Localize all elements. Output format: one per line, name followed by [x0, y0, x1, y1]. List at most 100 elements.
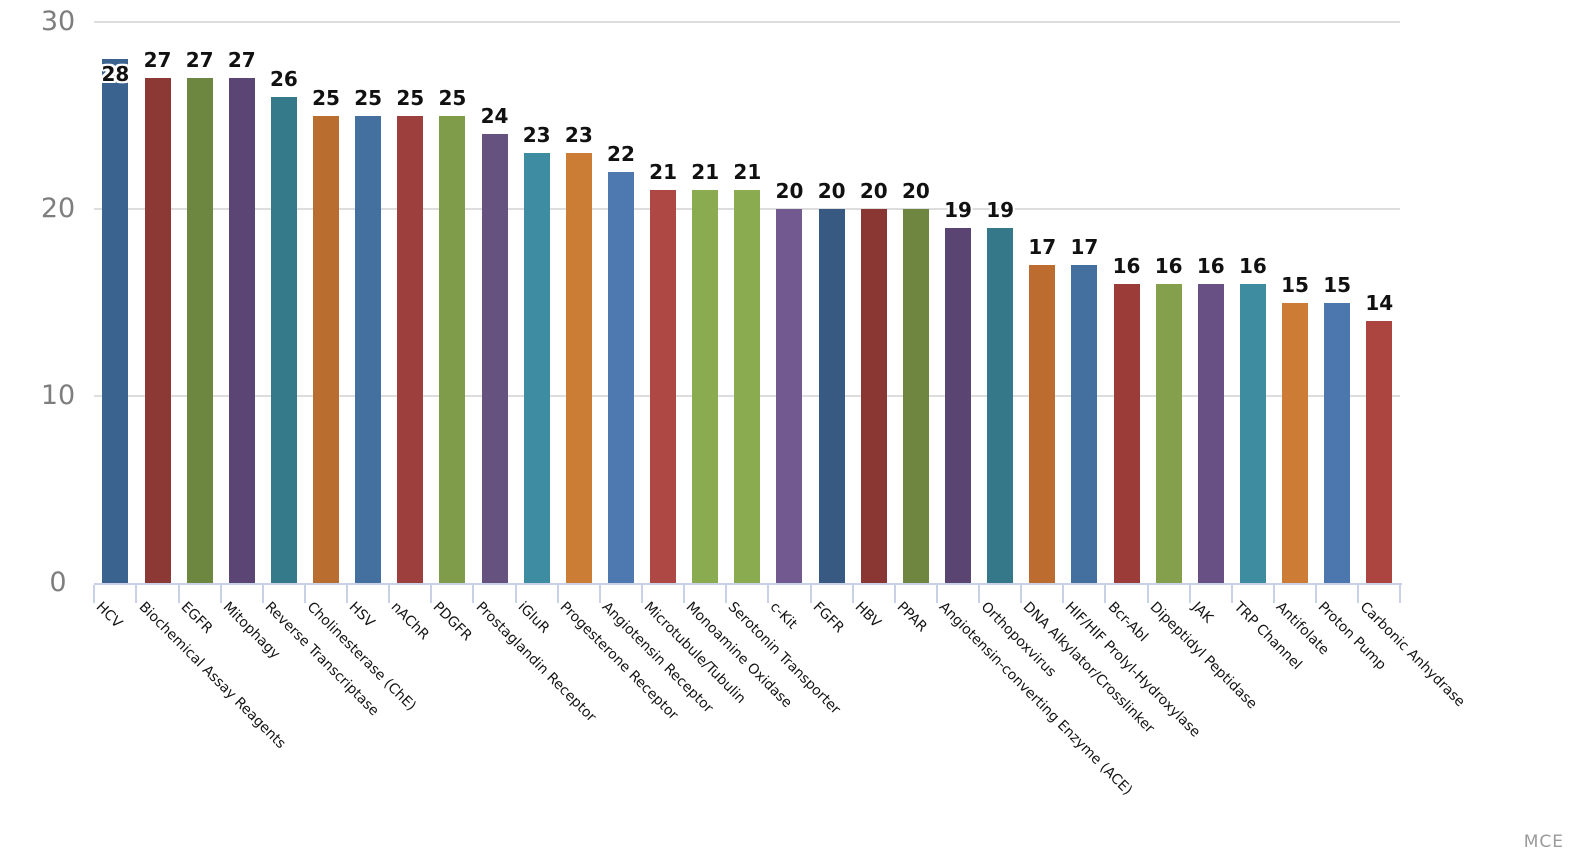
bar-value-label: 24: [480, 104, 509, 129]
x-axis-tick: [1357, 585, 1360, 603]
bar-value-label: 15: [1281, 272, 1309, 297]
x-axis-tick: [640, 585, 643, 603]
x-axis-tick: [346, 585, 349, 603]
bar[interactable]: [818, 209, 845, 583]
x-axis-tick: [809, 585, 812, 603]
bar-value-label: 27: [185, 48, 214, 73]
bar[interactable]: [1071, 265, 1098, 583]
x-axis-category-label: PPAR: [893, 599, 930, 636]
x-axis-tick: [219, 585, 222, 603]
bar-value-label: 15: [1323, 272, 1352, 297]
bar[interactable]: [523, 152, 550, 583]
bar-value-label: 20: [901, 179, 930, 203]
bar-value-label: 20: [775, 179, 804, 203]
bar-value-label: 20: [859, 179, 888, 203]
bar[interactable]: [776, 209, 803, 583]
x-axis-category-label: Orthopoxvirus: [977, 599, 1060, 681]
bar[interactable]: [102, 59, 129, 583]
x-axis-category-label: FGFR: [809, 599, 847, 637]
bar[interactable]: [734, 190, 761, 583]
bar-value-label: 26: [269, 66, 298, 91]
y-axis-label: 20: [40, 193, 76, 224]
x-axis-category-label: HSV: [345, 599, 378, 631]
bar[interactable]: [1029, 265, 1056, 583]
x-axis-tick: [1399, 585, 1402, 603]
bar[interactable]: [228, 78, 255, 583]
bar[interactable]: [1366, 321, 1393, 583]
bar-value-label: 25: [312, 85, 340, 110]
x-axis-category-label: EGFR: [177, 599, 216, 637]
x-axis-category-label: nAChR: [387, 599, 433, 644]
bar-value-label: 22: [607, 141, 635, 166]
bar[interactable]: [1155, 283, 1182, 583]
bar-value-label: 25: [396, 85, 425, 110]
bar-value-label: 14: [1365, 291, 1394, 316]
bar-value-label: 16: [1196, 253, 1225, 278]
bar-value-label: 17: [1028, 235, 1057, 260]
y-axis-label: 30: [40, 6, 76, 37]
x-axis-tick: [893, 585, 896, 603]
bar[interactable]: [902, 209, 929, 583]
x-axis-category-label: PDGFR: [430, 599, 476, 645]
bar[interactable]: [607, 171, 634, 583]
x-axis-tick: [93, 585, 96, 603]
bar-value-label: 16: [1238, 253, 1267, 278]
x-axis-category-label: iGluR: [514, 599, 553, 637]
x-axis-tick: [598, 585, 601, 603]
bar[interactable]: [565, 152, 592, 583]
bar[interactable]: [1282, 302, 1309, 583]
x-axis-tick: [177, 585, 180, 603]
bar[interactable]: [270, 96, 297, 583]
bar[interactable]: [355, 115, 382, 583]
bar-value-label: 23: [522, 122, 551, 147]
bar-value-label: 27: [143, 48, 172, 73]
y-axis-label: 10: [40, 380, 76, 411]
x-axis-category-label: Angiotensin-converting Enzyme (ACE): [935, 599, 1136, 799]
x-axis-tick: [1230, 585, 1233, 603]
x-axis-category-label: HCV: [93, 599, 126, 632]
bar-value-label: 17: [1070, 235, 1099, 260]
y-axis-label: 0: [49, 567, 67, 598]
x-axis-tick: [1272, 585, 1275, 603]
x-axis-tick: [935, 585, 938, 603]
x-axis-tick: [556, 585, 559, 603]
bar[interactable]: [987, 227, 1014, 583]
bar-value-label: 19: [986, 197, 1015, 222]
bar-value-label: 25: [354, 85, 383, 110]
bar[interactable]: [439, 115, 466, 583]
bar[interactable]: [692, 190, 719, 583]
bar[interactable]: [313, 115, 340, 583]
bar[interactable]: [1324, 302, 1351, 583]
bar-value-label: 19: [944, 197, 972, 222]
x-axis-tick: [767, 585, 770, 603]
x-axis-tick: [1188, 585, 1191, 603]
bar-value-label: 16: [1112, 253, 1141, 278]
bar-value-label: 28: [101, 62, 130, 87]
x-axis-tick: [472, 585, 475, 603]
bar[interactable]: [144, 78, 171, 583]
x-axis-tick: [135, 585, 138, 603]
x-axis-tick: [1104, 585, 1107, 603]
bar[interactable]: [945, 227, 971, 583]
x-axis-category-label: JAK: [1188, 599, 1216, 627]
x-axis-tick: [430, 585, 433, 603]
x-axis-tick: [1146, 585, 1149, 603]
x-axis-tick: [1020, 585, 1023, 603]
mce-watermark: MCE: [1523, 832, 1564, 852]
x-axis-tick: [1315, 585, 1318, 603]
bar[interactable]: [481, 134, 508, 583]
bar[interactable]: [650, 190, 677, 583]
bar[interactable]: [1113, 283, 1140, 583]
bar-value-label: 21: [691, 160, 720, 185]
x-axis-line: [94, 583, 1402, 585]
x-axis-tick: [261, 585, 264, 603]
bar[interactable]: [860, 209, 887, 583]
bar-value-label: 25: [438, 85, 467, 110]
bar[interactable]: [397, 115, 424, 583]
bar[interactable]: [1239, 283, 1266, 583]
bar[interactable]: [186, 78, 213, 583]
bar-value-label: 23: [564, 122, 593, 147]
bar[interactable]: [1197, 283, 1224, 583]
bar-value-label: 27: [227, 48, 256, 73]
